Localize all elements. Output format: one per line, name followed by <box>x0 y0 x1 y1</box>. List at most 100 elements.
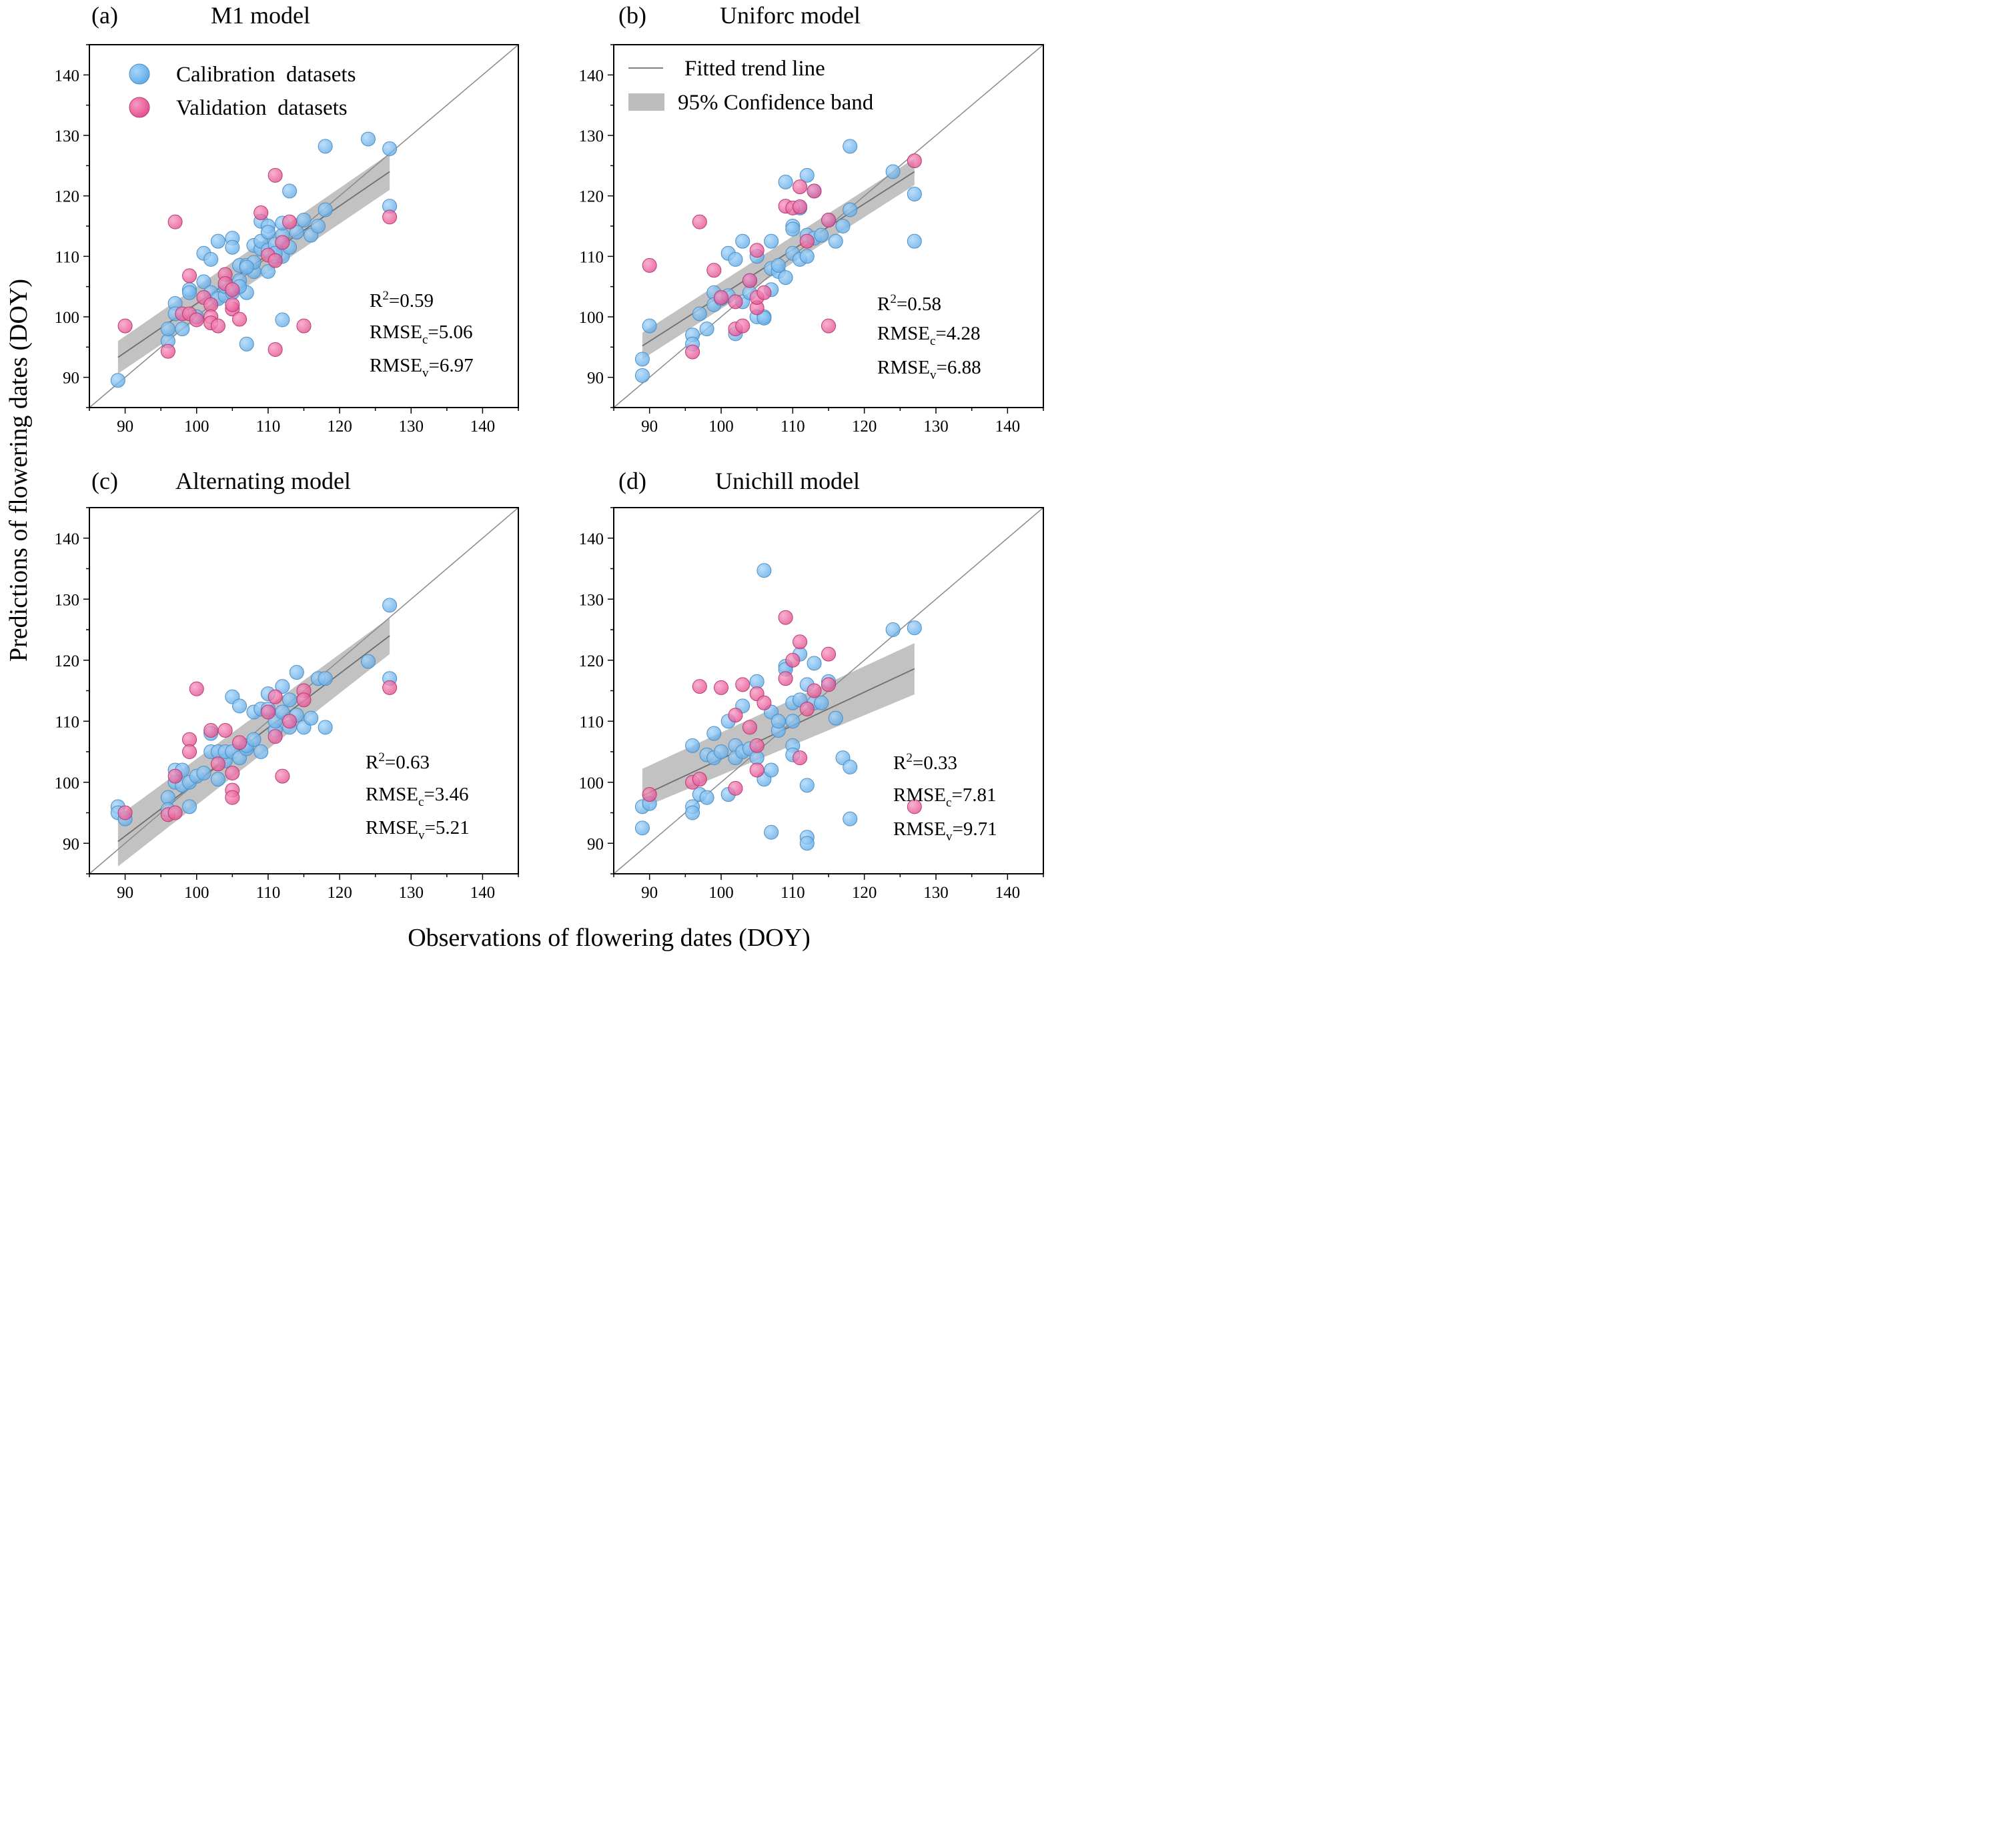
validation-point <box>728 294 743 310</box>
y-tick-label: 90 <box>63 835 79 853</box>
validation-point <box>117 805 133 820</box>
validation-point <box>167 214 183 229</box>
panel-title: Alternating model <box>175 468 351 494</box>
calibration-point <box>232 698 247 714</box>
calibration-point <box>225 239 240 255</box>
validation-point <box>757 695 772 710</box>
calibration-point <box>843 811 858 826</box>
calibration-point <box>289 225 304 240</box>
validation-point <box>642 257 657 273</box>
y-tick-label: 140 <box>579 530 604 548</box>
calibration-point <box>799 167 815 183</box>
validation-point <box>268 689 283 704</box>
calibration-point <box>764 824 779 840</box>
calibration-point <box>714 744 728 759</box>
validation-point <box>225 282 240 297</box>
calibration-point <box>843 759 858 774</box>
calibration-point <box>289 665 304 680</box>
calibration-point <box>360 654 376 669</box>
y-tick-label: 120 <box>55 188 80 206</box>
validation-point <box>793 199 808 214</box>
calibration-point <box>814 695 829 710</box>
rmse-c-stat: RMSEc=4.28 <box>877 323 981 348</box>
x-tick-label: 140 <box>995 418 1021 436</box>
calibration-point <box>275 679 290 694</box>
calibration-point <box>685 805 700 820</box>
validation-point <box>382 209 398 225</box>
validation-point <box>793 750 808 766</box>
y-tick-label: 130 <box>579 591 604 609</box>
x-tick-label: 120 <box>852 884 877 902</box>
calibration-point <box>907 233 922 249</box>
calibration-point <box>735 233 750 249</box>
calibration-point <box>304 710 319 726</box>
y-tick-label: 140 <box>579 67 604 85</box>
calibration-point <box>814 227 829 243</box>
calibration-point <box>799 836 815 851</box>
validation-point <box>807 183 822 199</box>
legend-trend-label: Fitted trend line <box>684 57 825 81</box>
y-tick-label: 90 <box>63 370 79 388</box>
validation-point <box>749 738 765 753</box>
legend-calibration-marker <box>129 63 150 85</box>
calibration-point <box>182 799 197 814</box>
calibration-point <box>318 139 333 154</box>
y-tick-label: 100 <box>55 774 80 792</box>
calibration-point <box>706 726 722 741</box>
calibration-point <box>282 183 298 199</box>
x-tick-label: 130 <box>399 884 424 902</box>
rmse-v-stat: RMSEv=9.71 <box>893 818 997 844</box>
calibration-point <box>843 139 858 154</box>
rmse-c-stat: RMSEc=3.46 <box>366 784 469 809</box>
calibration-point <box>728 251 743 267</box>
x-tick-label: 100 <box>708 418 734 436</box>
calibration-point <box>907 186 922 201</box>
x-tick-label: 120 <box>852 418 877 436</box>
stats-b: R2=0.58 RMSEc=4.28 RMSEv=6.88 <box>877 292 981 382</box>
calibration-point <box>828 710 843 726</box>
stats-a: R2=0.59 RMSEc=5.06 RMSEv=6.97 <box>370 289 474 380</box>
r2-stat: R2=0.63 <box>366 750 430 773</box>
validation-point <box>167 768 183 784</box>
calibration-point <box>382 598 398 613</box>
validation-point <box>275 235 290 250</box>
calibration-point <box>764 762 779 778</box>
validation-point <box>225 297 240 312</box>
calibration-point <box>778 174 793 189</box>
calibration-point <box>764 233 779 249</box>
calibration-point <box>799 249 815 264</box>
rmse-c-stat: RMSEc=7.81 <box>893 784 997 810</box>
calibration-point <box>318 720 333 735</box>
validation-point <box>749 243 765 258</box>
calibration-point <box>239 336 254 352</box>
y-axis-title: Predictions of flowering dates (DOY) <box>5 279 33 662</box>
panel-d: (d) Unichill model 90 100 110 120 130 140 90 10… <box>579 468 1044 902</box>
rmse-v-stat: RMSEv=6.97 <box>370 355 474 380</box>
validation-point <box>778 610 793 625</box>
calibration-point <box>785 714 801 729</box>
validation-point <box>692 214 707 229</box>
calibration-point <box>699 790 714 805</box>
validation-point <box>210 318 225 334</box>
calibration-point <box>210 772 225 787</box>
validation-point <box>742 273 757 288</box>
stats-d: R2=0.33 RMSEc=7.81 RMSEv=9.71 <box>893 751 997 844</box>
y-tick-label: 110 <box>579 248 604 266</box>
validation-point <box>282 214 298 229</box>
validation-point <box>268 729 283 744</box>
validation-point <box>382 680 398 695</box>
validation-point <box>296 318 312 334</box>
y-tick-label: 90 <box>587 835 604 853</box>
validation-point <box>714 680 728 695</box>
validation-point <box>225 766 240 781</box>
calibration-point <box>642 318 657 334</box>
y-tick-label: 90 <box>587 370 604 388</box>
calibration-point <box>771 714 786 729</box>
validation-point <box>268 342 283 357</box>
validation-point <box>793 179 808 195</box>
calibration-point <box>382 141 398 156</box>
y-tick-label: 100 <box>55 309 80 327</box>
validation-point <box>807 683 822 698</box>
validation-point <box>182 268 197 283</box>
validation-point <box>735 318 750 334</box>
